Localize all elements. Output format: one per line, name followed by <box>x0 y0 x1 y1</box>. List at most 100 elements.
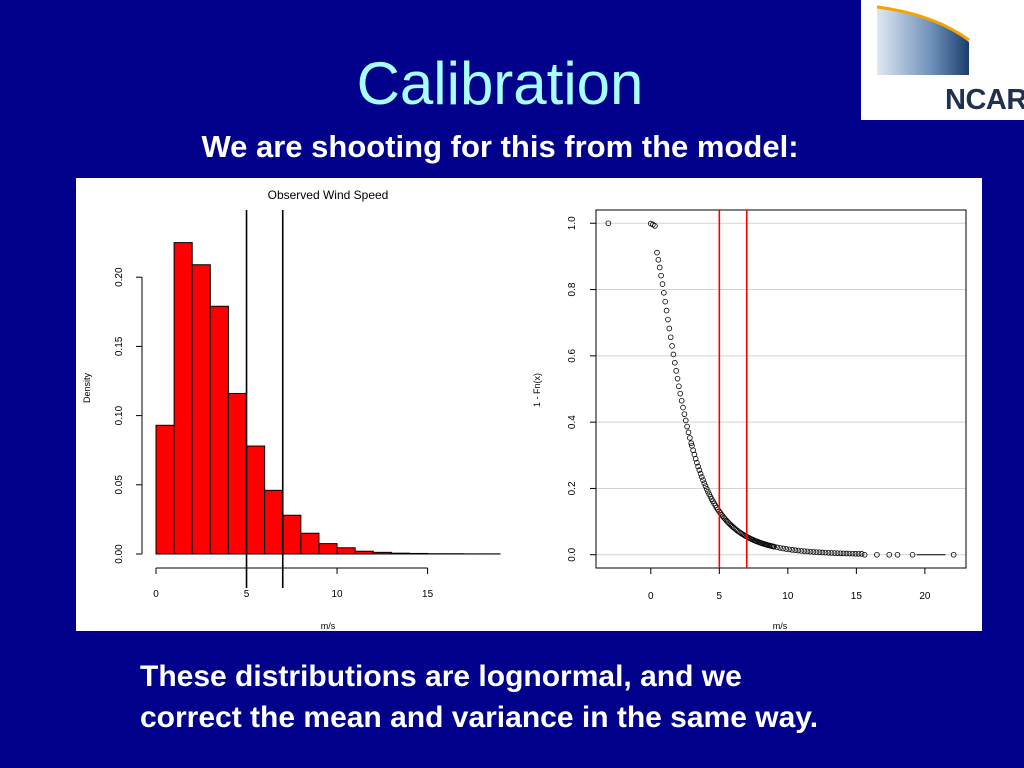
caption: These distributions are lognormal, and w… <box>140 656 1000 738</box>
histogram-bar <box>173 242 193 555</box>
ecdf-point <box>694 459 700 466</box>
ncar-logo-text: NCAR <box>945 84 1024 116</box>
ecdf-point <box>673 368 679 374</box>
histogram-bar <box>227 392 248 555</box>
ecdf-point <box>669 343 675 349</box>
ecdf-point <box>698 474 705 480</box>
histogram-y-tick-label: 0.10 <box>114 405 125 425</box>
ecdf-x-tick-label: 15 <box>851 591 863 602</box>
histogram-x-axis-label: m/s <box>321 621 336 631</box>
histogram-bar <box>336 547 356 555</box>
ecdf-plot-frame <box>595 209 967 569</box>
ecdf-point <box>831 550 838 556</box>
ecdf-point <box>801 548 808 554</box>
histogram-y-axis-label: Density <box>82 372 92 403</box>
ecdf-point <box>780 545 786 552</box>
ecdf-point <box>771 543 777 550</box>
ecdf-point <box>665 316 671 323</box>
ecdf-point <box>666 325 673 332</box>
ecdf-point <box>798 548 805 554</box>
histogram-bar <box>246 445 266 555</box>
ecdf-point <box>659 281 666 287</box>
ecdf-point <box>843 550 850 557</box>
ecdf-point <box>894 551 901 558</box>
ecdf-point <box>840 550 847 557</box>
ecdf-point <box>655 256 662 263</box>
ecdf-point <box>667 334 674 341</box>
histogram-y-tick-label: 0.00 <box>114 544 125 564</box>
ecdf-point <box>677 390 684 397</box>
ecdf-point <box>605 220 612 227</box>
histogram-bar <box>300 532 320 555</box>
ecdf-point <box>855 550 862 557</box>
histogram-y-tick-label: 0.05 <box>114 475 125 495</box>
ecdf-point <box>661 290 667 296</box>
ecdf-point <box>705 488 711 495</box>
ecdf-point <box>697 470 704 477</box>
ecdf-x-tick-label: 5 <box>717 591 723 602</box>
histogram-bar <box>282 514 302 555</box>
ecdf-point <box>874 551 880 558</box>
ecdf-point <box>685 429 692 436</box>
ecdf-x-tick-label: 0 <box>648 591 654 602</box>
ecdf-point <box>834 550 841 556</box>
ecdf-point <box>837 550 844 557</box>
ecdf-point <box>822 549 829 556</box>
ecdf-y-axis-label: 1 - Fn(x) <box>532 373 542 407</box>
histogram-x-tick-label: 5 <box>244 589 250 600</box>
histogram-x-tick-label: 10 <box>331 589 343 600</box>
ecdf-point <box>700 477 706 483</box>
ecdf-point <box>680 404 686 411</box>
ecdf-point <box>674 375 681 382</box>
histogram-bar <box>264 489 284 555</box>
ecdf-y-tick-label: 0.4 <box>567 415 578 429</box>
ecdf-point <box>816 549 823 556</box>
ecdf-x-tick-label: 20 <box>919 591 931 602</box>
ecdf-point <box>909 551 916 558</box>
ecdf-y-tick-label: 0.8 <box>567 282 578 296</box>
ecdf-point <box>684 423 690 430</box>
ecdf-point <box>687 435 693 441</box>
ecdf-point <box>886 551 893 558</box>
slide-subtitle: We are shooting for this from the model: <box>201 129 799 164</box>
ecdf-y-tick-label: 1.0 <box>567 216 578 230</box>
ecdf-point <box>846 550 853 557</box>
ecdf-point <box>852 550 859 557</box>
ecdf-point <box>828 550 835 556</box>
ecdf-point <box>825 549 832 556</box>
ecdf-point <box>810 549 817 555</box>
ecdf-point <box>819 549 826 556</box>
histogram-y-tick-label: 0.15 <box>114 336 125 356</box>
ecdf-x-tick-label: 10 <box>782 591 794 602</box>
ecdf-point <box>795 547 802 554</box>
ecdf-point <box>662 298 669 305</box>
ecdf-point <box>696 467 703 473</box>
ecdf-point <box>681 411 688 417</box>
figure-panel: 0 5 10 15 0.00 0.05 0.10 0.15 0.20 Observed Wind … <box>76 178 982 631</box>
ecdf-point <box>678 397 685 404</box>
ecdf-point <box>786 546 793 553</box>
ecdf-y-tick-label: 0.0 <box>567 547 578 561</box>
ecdf-point <box>654 249 660 256</box>
ecdf-point <box>702 483 709 489</box>
histogram-y-tick-label: 0.20 <box>114 267 125 287</box>
ecdf-point <box>682 417 689 424</box>
ecdf-point <box>774 544 780 551</box>
ecdf-x-axis-label: m/s <box>773 621 788 631</box>
ecdf-point <box>658 272 664 279</box>
ecdf-point <box>703 486 710 492</box>
histogram-bar <box>209 305 229 555</box>
histogram-bar <box>155 424 175 555</box>
ecdf-point <box>671 359 678 366</box>
ecdf-point <box>783 546 790 552</box>
ecdf-point <box>656 264 663 271</box>
ecdf-point <box>792 547 799 554</box>
histogram-x-tick-label: 0 <box>153 589 159 600</box>
ecdf-point <box>692 455 699 462</box>
ecdf-point <box>807 548 814 555</box>
ecdf-point <box>701 480 708 487</box>
histogram-title: Observed Wind Speed <box>268 188 389 202</box>
ecdf-point <box>950 551 957 558</box>
ecdf-point <box>652 223 658 229</box>
histogram-x-tick-label: 15 <box>422 589 434 600</box>
